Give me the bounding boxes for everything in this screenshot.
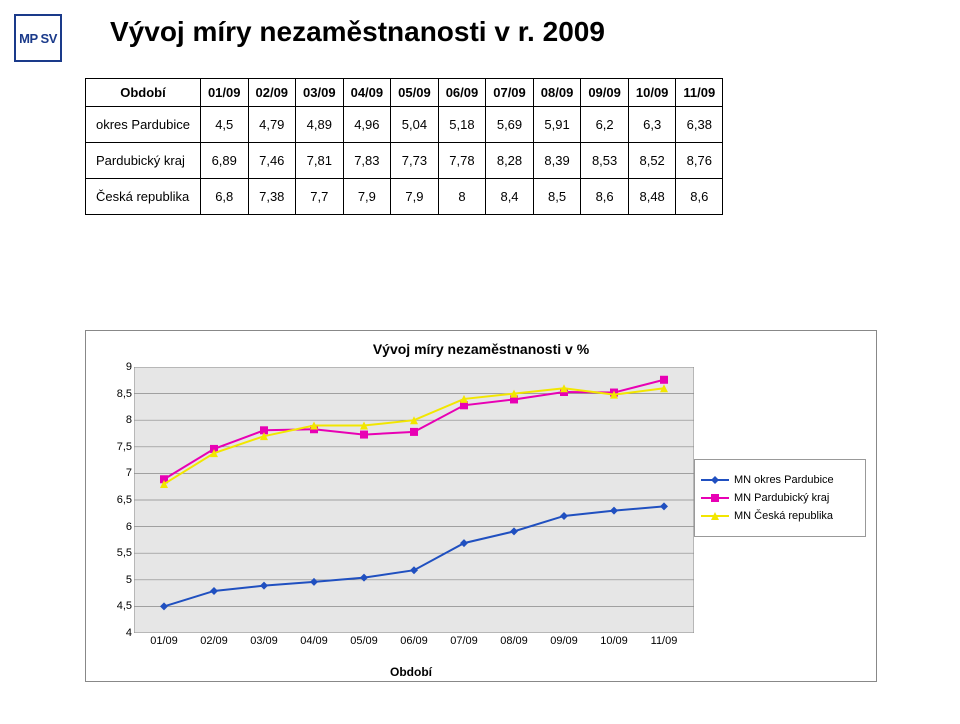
y-tick-label: 8,5 <box>117 388 132 400</box>
chart-x-axis-label: Období <box>86 665 736 679</box>
table-cell: 8,5 <box>533 179 581 215</box>
y-tick-label: 4,5 <box>117 600 132 612</box>
legend-marker <box>710 475 720 485</box>
table-cell: 4,79 <box>248 107 296 143</box>
table-cell: 5,18 <box>438 107 486 143</box>
header-period-label: Období <box>86 79 201 107</box>
y-tick-label: 5,5 <box>117 547 132 559</box>
y-tick-label: 9 <box>126 361 132 373</box>
table-cell: 8 <box>438 179 486 215</box>
y-tick-label: 8 <box>126 414 132 426</box>
table-cell: 8,28 <box>486 143 534 179</box>
header-period: 09/09 <box>581 79 629 107</box>
x-tick-label: 05/09 <box>350 635 378 647</box>
chart-x-ticks: 01/09 02/09 03/09 04/09 05/09 06/09 07/09 08/09… <box>134 635 694 653</box>
table-cell: 7,9 <box>343 179 391 215</box>
x-tick-label: 11/09 <box>651 635 678 647</box>
table-cell: 7,38 <box>248 179 296 215</box>
table-cell: 4,5 <box>200 107 248 143</box>
table-cell: 8,4 <box>486 179 534 215</box>
x-tick-label: 06/09 <box>400 635 428 647</box>
table-cell: 8,53 <box>581 143 629 179</box>
legend-marker <box>710 511 720 521</box>
table-cell: 8,76 <box>676 143 723 179</box>
table-cell: 8,39 <box>533 143 581 179</box>
header-period: 07/09 <box>486 79 534 107</box>
chart-container: Vývoj míry nezaměstnanosti v % Míra neza… <box>85 330 877 682</box>
table-cell: 6,89 <box>200 143 248 179</box>
table-header-row: Období 01/0902/0903/0904/0905/0906/0907/… <box>86 79 723 107</box>
header-period: 08/09 <box>533 79 581 107</box>
table-cell: 7,9 <box>391 179 439 215</box>
x-tick-label: 03/09 <box>250 635 278 647</box>
table-row: Pardubický kraj6,897,467,817,837,737,788… <box>86 143 723 179</box>
table-cell: 8,52 <box>628 143 676 179</box>
header-period: 04/09 <box>343 79 391 107</box>
x-tick-label: 09/09 <box>550 635 578 647</box>
header-period: 10/09 <box>628 79 676 107</box>
legend-swatch <box>701 492 729 504</box>
x-tick-label: 04/09 <box>300 635 328 647</box>
legend-item: MN Pardubický kraj <box>701 492 859 504</box>
x-tick-label: 10/09 <box>600 635 628 647</box>
legend-item: MN Česká republika <box>701 510 859 522</box>
header-period: 11/09 <box>676 79 723 107</box>
legend-marker <box>710 493 720 503</box>
chart-legend: MN okres Pardubice MN Pardubický kraj MN Č… <box>694 459 866 537</box>
y-tick-label: 5 <box>126 574 132 586</box>
table-cell: 6,3 <box>628 107 676 143</box>
table-cell: 8,6 <box>581 179 629 215</box>
table-cell: 8,6 <box>676 179 723 215</box>
chart-title: Vývoj míry nezaměstnanosti v % <box>86 341 876 357</box>
page-title: Vývoj míry nezaměstnanosti v r. 2009 <box>110 16 605 48</box>
y-tick-label: 7 <box>126 467 132 479</box>
table-cell: 7,81 <box>296 143 344 179</box>
table-cell: 7,46 <box>248 143 296 179</box>
header-period: 06/09 <box>438 79 486 107</box>
legend-label: MN Česká republika <box>734 510 833 522</box>
x-tick-label: 02/09 <box>200 635 228 647</box>
table-cell: 8,48 <box>628 179 676 215</box>
legend-label: MN okres Pardubice <box>734 474 834 486</box>
y-tick-label: 4 <box>126 627 132 639</box>
table-cell: 4,89 <box>296 107 344 143</box>
x-tick-label: 01/09 <box>150 635 178 647</box>
table-cell: 5,69 <box>486 107 534 143</box>
legend-swatch <box>701 474 729 486</box>
table-cell: 7,7 <box>296 179 344 215</box>
table-cell: 6,38 <box>676 107 723 143</box>
table-row: Česká republika6,87,387,77,97,988,48,58,… <box>86 179 723 215</box>
chart-plot-area <box>134 367 694 633</box>
logo-text: MP SV <box>19 32 57 45</box>
table-cell: 4,96 <box>343 107 391 143</box>
header-period: 05/09 <box>391 79 439 107</box>
header-period: 02/09 <box>248 79 296 107</box>
header-period: 01/09 <box>200 79 248 107</box>
table-cell: 7,78 <box>438 143 486 179</box>
mpsv-logo: MP SV <box>14 14 62 62</box>
y-tick-label: 6 <box>126 521 132 533</box>
table-cell: 7,73 <box>391 143 439 179</box>
table-row: okres Pardubice4,54,794,894,965,045,185,… <box>86 107 723 143</box>
chart-y-ticks: 44,555,566,577,588,59 <box>108 367 134 633</box>
y-tick-label: 7,5 <box>117 441 132 453</box>
x-tick-label: 07/09 <box>450 635 478 647</box>
data-table: Období 01/0902/0903/0904/0905/0906/0907/… <box>85 78 723 215</box>
legend-label: MN Pardubický kraj <box>734 492 829 504</box>
table-cell: 6,2 <box>581 107 629 143</box>
legend-swatch <box>701 510 729 522</box>
table-cell: 5,04 <box>391 107 439 143</box>
y-tick-label: 6,5 <box>117 494 132 506</box>
x-tick-label: 08/09 <box>500 635 528 647</box>
row-label: Pardubický kraj <box>86 143 201 179</box>
legend-item: MN okres Pardubice <box>701 474 859 486</box>
header-period: 03/09 <box>296 79 344 107</box>
row-label: okres Pardubice <box>86 107 201 143</box>
row-label: Česká republika <box>86 179 201 215</box>
table-cell: 5,91 <box>533 107 581 143</box>
table-cell: 6,8 <box>200 179 248 215</box>
table-cell: 7,83 <box>343 143 391 179</box>
